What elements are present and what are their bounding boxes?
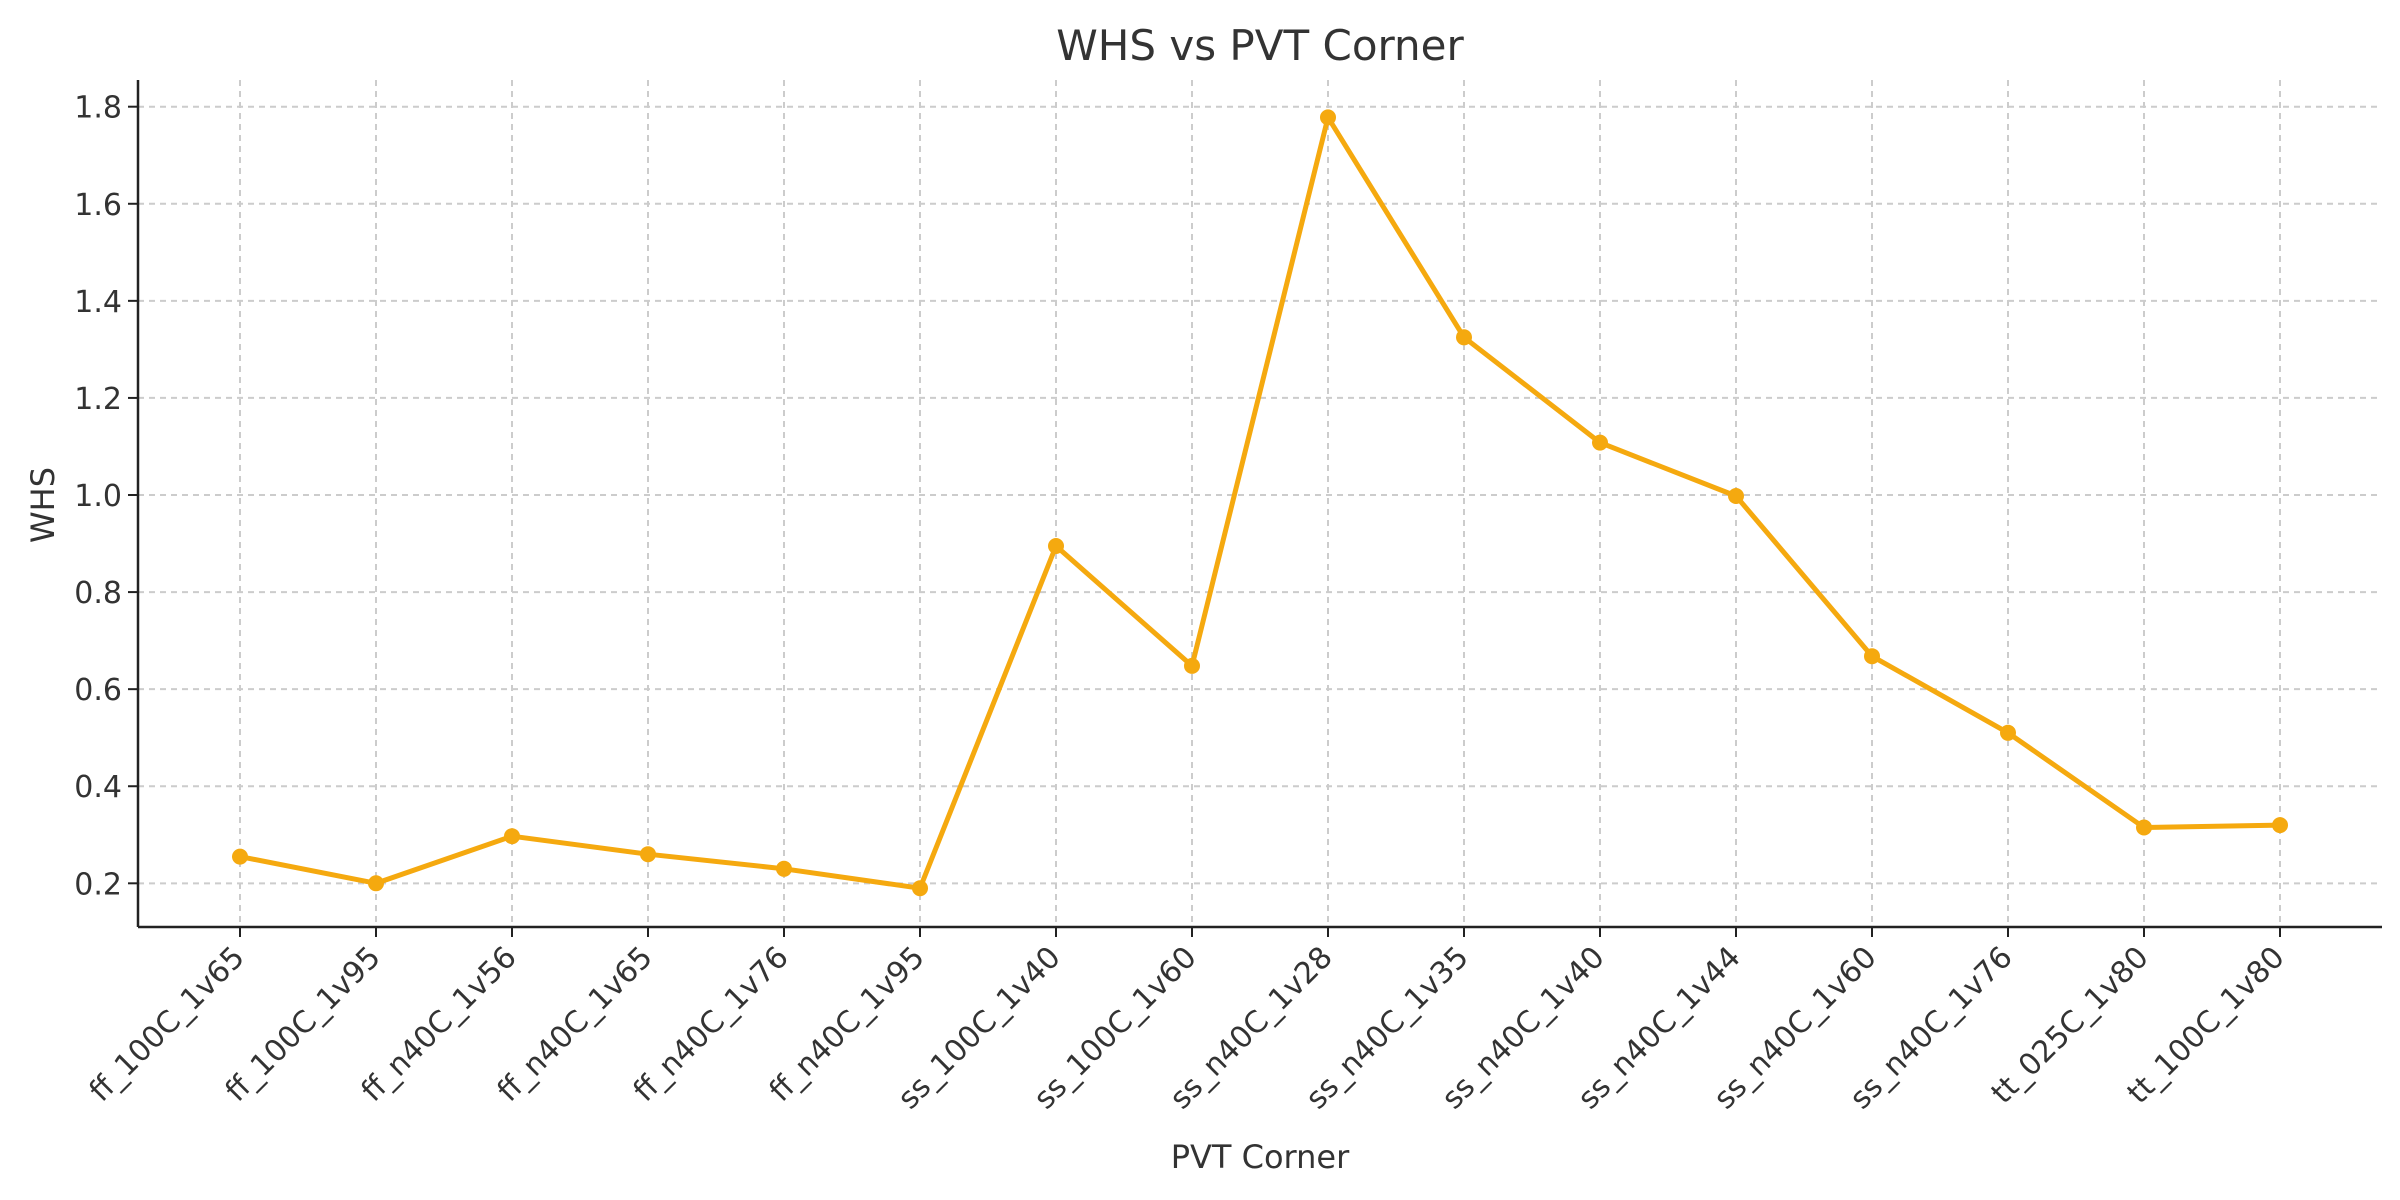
grid-lines (138, 80, 2382, 927)
data-point (776, 860, 792, 877)
y-tick-label: 0.4 (74, 770, 122, 805)
data-point (504, 828, 520, 845)
y-tick-label: 1.6 (74, 188, 122, 223)
data-point (640, 846, 656, 863)
x-axis-label: PVT Corner (1171, 1138, 1350, 1176)
y-tick-label: 1.0 (74, 479, 122, 514)
axes (136, 80, 2382, 929)
y-tick-label: 1.8 (74, 91, 122, 126)
data-point (2000, 724, 2016, 741)
chart-title: WHS vs PVT Corner (1056, 21, 1464, 70)
y-tick-label: 0.6 (74, 673, 122, 708)
y-tick-label: 1.4 (74, 285, 122, 320)
data-point (1048, 538, 1064, 554)
y-tick-label: 0.8 (74, 576, 122, 611)
y-axis-label: WHS (24, 467, 62, 543)
series-whs (232, 109, 2288, 897)
data-point (232, 848, 248, 865)
data-point (1184, 657, 1200, 674)
data-point (1456, 329, 1472, 346)
data-point (2136, 819, 2152, 836)
x-axis-ticks: ff_100C_1v65ff_100C_1v95ff_n40C_1v56ff_n… (83, 927, 2292, 1116)
data-point (368, 875, 384, 892)
y-tick-label: 1.2 (74, 382, 122, 417)
y-tick-label: 0.2 (74, 867, 122, 902)
series-line (237, 114, 2283, 891)
data-point (2272, 817, 2288, 834)
data-point (1320, 109, 1336, 126)
data-point (1728, 488, 1744, 504)
data-point (1864, 648, 1880, 665)
data-point (912, 880, 928, 897)
y-axis-ticks: 0.2 0.4 0.6 0.8 1.0 1.2 1.4 1.6 1.8 (74, 91, 138, 902)
data-point (1592, 434, 1608, 451)
